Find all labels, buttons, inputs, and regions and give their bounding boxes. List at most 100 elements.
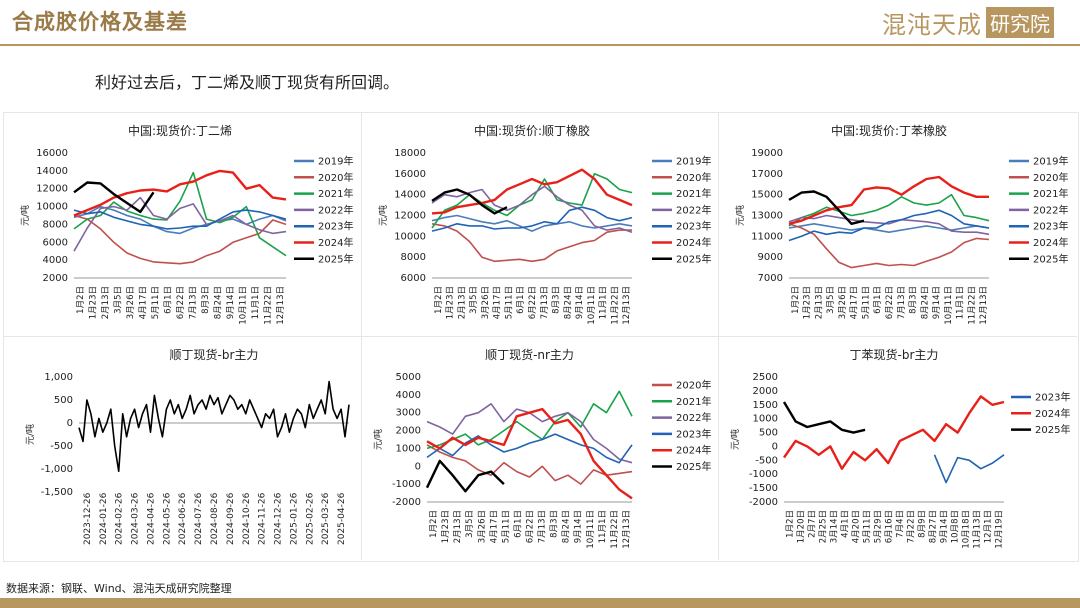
y-tick-label: 15000 bbox=[751, 190, 783, 201]
series-line-2025年 bbox=[788, 190, 865, 225]
x-tick-label: 7月22日 bbox=[907, 510, 917, 543]
series-line-2023年 bbox=[73, 209, 287, 230]
x-tick-label: 2月13日 bbox=[814, 286, 824, 319]
x-tick-label: 1月2日 bbox=[76, 286, 86, 314]
x-tick-label: 4月17日 bbox=[493, 286, 503, 319]
x-tick-label: 2025-03-26 bbox=[321, 492, 331, 545]
chart-br-basis: 顺丁现货-br主力 元/吨 1,000 500 0 -500 -1,000 -1,500 202… bbox=[4, 337, 361, 561]
series-line-main bbox=[78, 380, 350, 473]
legend-label: 2024年 bbox=[676, 444, 711, 457]
y-tick-label: 17000 bbox=[751, 169, 783, 180]
x-tick-label: 9月14日 bbox=[574, 510, 584, 543]
series-line-2024年 bbox=[783, 395, 1005, 470]
x-tick-label: 11月22日 bbox=[610, 286, 620, 325]
x-tick-label: 2月13日 bbox=[453, 510, 463, 543]
x-tick-label: 12月1日 bbox=[984, 510, 994, 543]
y-tick-label: -2000 bbox=[392, 497, 421, 508]
legend-label: 2023年 bbox=[1033, 220, 1068, 233]
x-tick-label: 11月1日 bbox=[251, 286, 261, 319]
x-tick-label: 11月1日 bbox=[599, 286, 609, 319]
y-tick-label: 1000 bbox=[753, 414, 778, 425]
series-line-2025年 bbox=[73, 181, 155, 214]
x-tick-label: 1月2日 bbox=[429, 510, 439, 538]
y-tick-label: 19000 bbox=[751, 148, 783, 159]
x-tick-label: 10月11日 bbox=[944, 286, 954, 325]
y-tick-label: 2000 bbox=[43, 273, 68, 284]
x-tick-label: 1月23日 bbox=[446, 286, 456, 319]
y-tick-label: 3000 bbox=[396, 408, 421, 419]
legend-label: 2020年 bbox=[318, 171, 353, 184]
y-tick-label: 12000 bbox=[36, 184, 68, 195]
series-line-2020年 bbox=[426, 444, 633, 485]
x-tick-label: 5月11日 bbox=[861, 286, 871, 319]
x-tick-label: 8月24日 bbox=[562, 510, 572, 543]
x-tick-label: 6月22日 bbox=[528, 286, 538, 319]
x-tick-label: 8月24日 bbox=[920, 286, 930, 319]
y-tick-label: 6000 bbox=[43, 237, 68, 248]
y-tick-label: 4000 bbox=[43, 255, 68, 266]
series-line-2024年 bbox=[788, 175, 989, 225]
x-tick-label: 2月7日 bbox=[808, 510, 818, 538]
y-axis-label: 元/吨 bbox=[734, 205, 746, 226]
x-tick-label: 8月3日 bbox=[909, 286, 919, 314]
x-tick-label: 2024-12-26 bbox=[274, 492, 284, 545]
series-line-2021年 bbox=[426, 390, 633, 450]
chart-br-nr-spread: 顺丁现货-nr主力 元/吨 5000 4000 3000 2000 1000 0 -1000 -2… bbox=[362, 337, 719, 561]
y-tick-label: 0 bbox=[415, 461, 421, 472]
series-line-2023年 bbox=[933, 454, 1005, 484]
x-tick-label: 4月17日 bbox=[139, 286, 149, 319]
x-tick-label: 2024-08-26 bbox=[210, 492, 220, 545]
y-tick-label: 1500 bbox=[753, 400, 778, 411]
x-tick-label: 7月4日 bbox=[896, 510, 906, 538]
page-subtitle: 利好过去后，丁二烯及顺丁现货有所回调。 bbox=[95, 73, 400, 92]
x-tick-label: 11月13日 bbox=[973, 510, 983, 549]
y-tick-label: 6000 bbox=[401, 273, 426, 284]
series-line-2021年 bbox=[788, 193, 990, 227]
x-tick-label: 12月13日 bbox=[276, 286, 286, 325]
legend-label: 2023年 bbox=[676, 427, 711, 440]
y-tick-label: 0 bbox=[772, 441, 778, 452]
y-tick-label: -1000 bbox=[392, 479, 421, 490]
x-tick-label: 2024-06-26 bbox=[178, 492, 188, 545]
y-tick-label: -2000 bbox=[749, 497, 778, 508]
x-tick-label: 3月5日 bbox=[465, 510, 475, 538]
series-line-2025年 bbox=[782, 401, 866, 434]
x-tick-label: 12月19日 bbox=[995, 510, 1005, 549]
x-tick-label: 9月14日 bbox=[575, 286, 585, 319]
legend-label: 2022年 bbox=[318, 203, 353, 216]
series-line-2020年 bbox=[788, 223, 990, 269]
series-line-2024年 bbox=[73, 169, 287, 217]
y-tick-label: 16000 bbox=[394, 169, 426, 180]
y-tick-label: 2500 bbox=[753, 372, 778, 383]
x-tick-label: 7月13日 bbox=[188, 286, 198, 319]
legend-label: 2021年 bbox=[676, 395, 711, 408]
x-tick-label: 4月17日 bbox=[489, 510, 499, 543]
x-tick-label: 1月2日 bbox=[791, 286, 801, 314]
x-tick-label: 2025-01-26 bbox=[289, 492, 299, 545]
x-tick-label: 2024-05-26 bbox=[162, 492, 172, 545]
x-tick-label: 3月5日 bbox=[114, 286, 124, 314]
legend-label: 2025年 bbox=[1035, 423, 1070, 436]
x-tick-label: 2月13日 bbox=[101, 286, 111, 319]
series-line-2025年 bbox=[425, 459, 505, 493]
legend-label: 2023年 bbox=[676, 220, 711, 233]
x-tick-label: 1月23日 bbox=[803, 286, 813, 319]
legend-label: 2025年 bbox=[318, 252, 353, 265]
x-tick-label: 4月17日 bbox=[850, 286, 860, 319]
x-tick-label: 6月22日 bbox=[526, 510, 536, 543]
legend-label: 2024年 bbox=[1035, 407, 1070, 420]
chart-title: 丁苯现货-br主力 bbox=[850, 347, 939, 362]
x-tick-label: 9月14日 bbox=[932, 286, 942, 319]
x-tick-label: 1月2日 bbox=[434, 286, 444, 314]
x-tick-label: 4月1日 bbox=[841, 510, 851, 538]
x-tick-label: 3月26日 bbox=[481, 286, 491, 319]
series-line-2019年 bbox=[788, 223, 990, 233]
legend-label: 2019年 bbox=[318, 155, 353, 168]
y-tick-label: -1,500 bbox=[41, 487, 73, 498]
y-tick-label: 4000 bbox=[396, 390, 421, 401]
legend-label: 2022年 bbox=[676, 203, 711, 216]
